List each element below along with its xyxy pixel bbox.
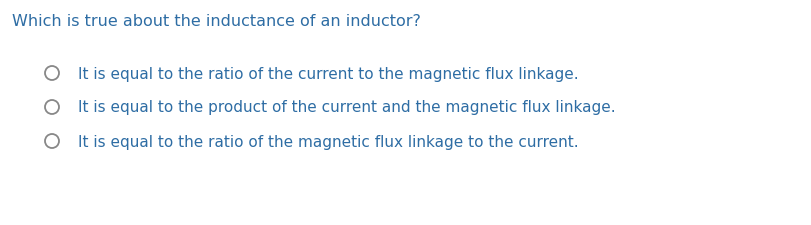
Text: It is equal to the product of the current and the magnetic flux linkage.: It is equal to the product of the curren… (78, 100, 616, 115)
Text: It is equal to the ratio of the magnetic flux linkage to the current.: It is equal to the ratio of the magnetic… (78, 134, 578, 149)
Text: It is equal to the ratio of the current to the magnetic flux linkage.: It is equal to the ratio of the current … (78, 66, 578, 81)
Text: Which is true about the inductance of an inductor?: Which is true about the inductance of an… (12, 14, 421, 28)
